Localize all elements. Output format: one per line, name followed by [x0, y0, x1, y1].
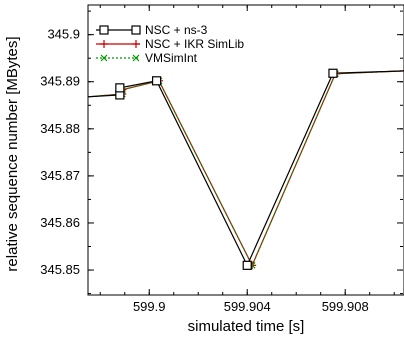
legend-label-1: NSC + IKR SimLib	[145, 37, 244, 51]
legend-marker-end-1	[132, 40, 140, 48]
x-tick-label: 599.908	[322, 299, 369, 314]
data-point-0-5	[328, 68, 338, 78]
y-tick-label: 345.86	[40, 215, 80, 230]
legend-marker-0	[99, 25, 109, 35]
x-tick-label: 599.904	[224, 299, 271, 314]
plot-area	[88, 68, 404, 270]
y-tick-label: 345.87	[40, 168, 80, 183]
data-point-0-4	[242, 260, 252, 270]
legend-marker-2	[100, 54, 108, 62]
legend-label-0: NSC + ns-3	[145, 23, 208, 37]
legend-label-2: VMSimInt	[145, 51, 198, 65]
x-axis-ticks: 599.9 599.904 599.908	[99, 5, 395, 314]
x-axis-label: simulated time [s]	[188, 318, 305, 335]
y-tick-label: 345.9	[47, 27, 80, 42]
data-point-0-2	[115, 83, 125, 93]
data-point-0-3	[151, 76, 162, 86]
y-axis-label: relative sequence number [MBytes]	[4, 36, 21, 271]
legend-marker-end-0	[131, 25, 141, 35]
x-tick-label: 599.9	[133, 299, 166, 314]
y-tick-label: 345.85	[40, 262, 80, 277]
y-axis-ticks: 345.85 345.86 345.87 345.88 345.89 345.9	[40, 10, 403, 295]
plot-frame	[87, 4, 404, 296]
legend-marker-end-2	[132, 54, 140, 62]
y-tick-label: 345.88	[40, 121, 80, 136]
y-tick-label: 345.89	[40, 74, 80, 89]
legend-marker-1	[100, 40, 108, 48]
series-group	[88, 68, 404, 270]
